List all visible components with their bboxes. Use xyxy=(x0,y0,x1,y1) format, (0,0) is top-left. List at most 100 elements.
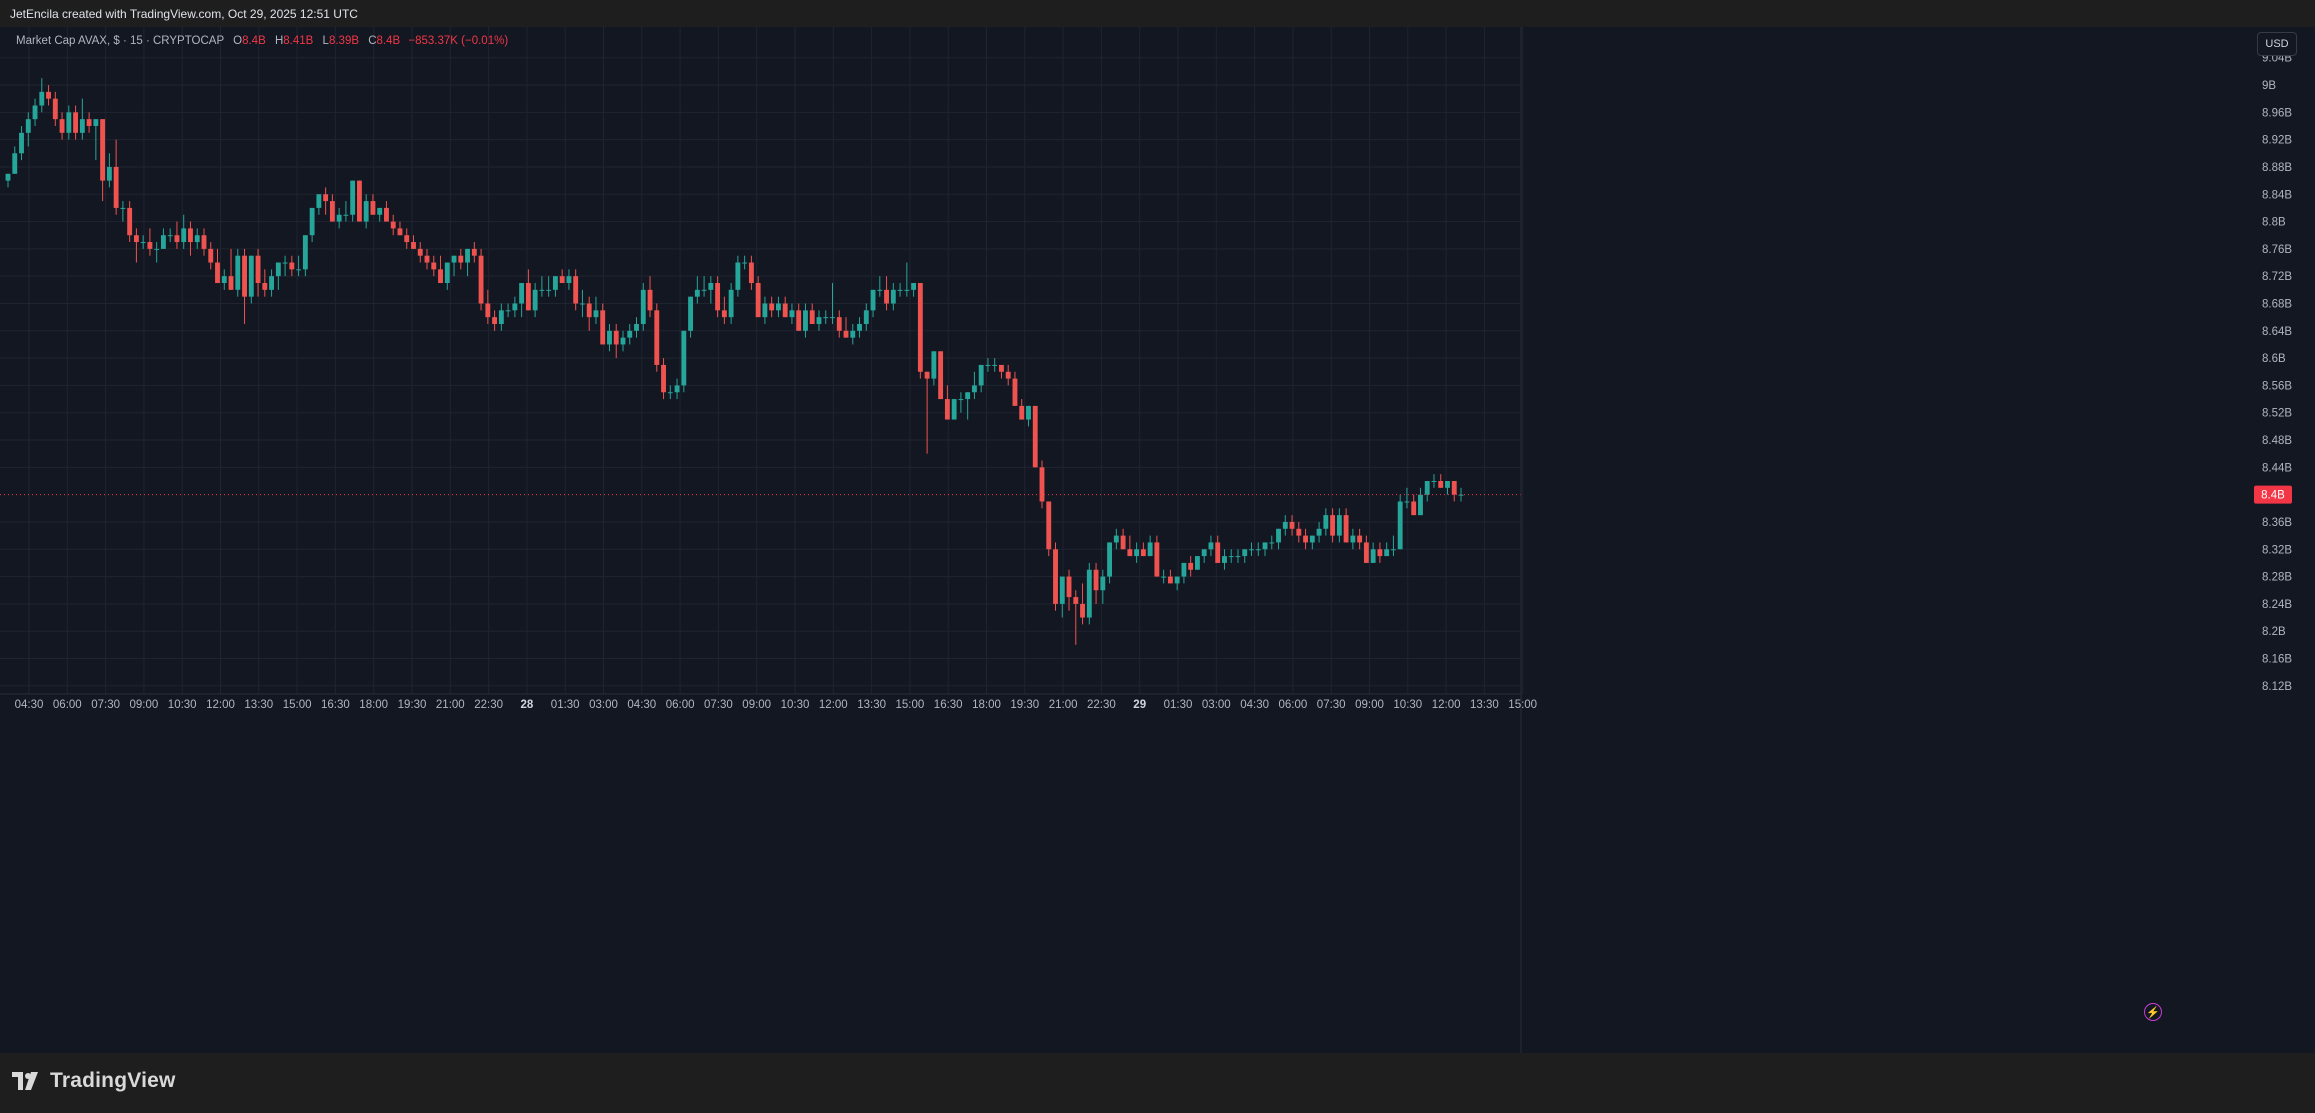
candle-body xyxy=(458,255,464,263)
candle xyxy=(1066,569,1072,611)
candle-body xyxy=(836,317,842,331)
candle xyxy=(471,242,477,263)
candle-body xyxy=(1140,549,1146,557)
candle-body xyxy=(688,296,694,331)
current-price-label: 8.4B xyxy=(2261,490,2285,502)
candle xyxy=(607,323,612,352)
candle xyxy=(255,248,261,297)
candle-body xyxy=(215,262,220,284)
candle-body xyxy=(208,248,214,263)
candle-body xyxy=(1188,562,1194,570)
candle xyxy=(1005,364,1011,386)
candle xyxy=(1350,528,1356,550)
chart-area[interactable]: 8.4B 9.04B 9B 8.96B 8.92B 8.88B 8.84B 8.8B 8.76… xyxy=(0,27,2315,1053)
candle-body xyxy=(1438,480,1444,488)
currency-button[interactable]: USD xyxy=(2257,32,2297,56)
candle-body xyxy=(161,235,166,249)
candle xyxy=(120,201,126,222)
candle xyxy=(12,146,18,174)
candle-body xyxy=(140,242,146,244)
candle-body xyxy=(897,289,903,291)
candle-body xyxy=(917,283,923,372)
candle-body xyxy=(728,289,734,318)
candle-body xyxy=(1107,542,1113,577)
candle xyxy=(1046,501,1052,557)
candle xyxy=(958,392,964,413)
candle xyxy=(944,385,950,420)
candle-body xyxy=(1424,480,1430,495)
time-tick-label: 01:30 xyxy=(1164,699,1193,711)
tradingview-logo[interactable]: TradingView xyxy=(12,1069,176,1093)
candlestick-chart[interactable]: 8.4B 9.04B9B8.96B8.92B8.88B8.84B8.8B8.76… xyxy=(0,27,2315,1053)
candle-body xyxy=(715,283,721,311)
candle xyxy=(573,269,579,311)
time-tick-label: 04:30 xyxy=(1240,699,1269,711)
candle xyxy=(911,283,917,297)
candle xyxy=(1445,480,1450,495)
lightning-icon[interactable]: ⚡ xyxy=(2144,1003,2162,1021)
candle xyxy=(1167,569,1173,584)
candle xyxy=(1390,535,1396,557)
candle-body xyxy=(978,364,984,386)
candle-body xyxy=(498,310,504,324)
candle-body xyxy=(465,248,470,263)
candle-body xyxy=(167,235,173,237)
candle xyxy=(593,296,599,324)
candle-body xyxy=(674,385,680,393)
time-tick-label: 03:00 xyxy=(1202,699,1231,711)
candle-body xyxy=(1059,576,1065,604)
candle xyxy=(431,255,437,277)
candle-body xyxy=(309,207,315,236)
time-tick-label: 18:00 xyxy=(972,699,1001,711)
candle xyxy=(1438,474,1444,488)
candle-body xyxy=(1296,528,1302,536)
time-tick-label: 18:00 xyxy=(359,699,388,711)
candle xyxy=(857,317,862,338)
candle xyxy=(850,323,856,345)
candle-body xyxy=(796,310,802,331)
candle-body xyxy=(1208,542,1214,550)
candle xyxy=(296,255,302,277)
candle-body xyxy=(1019,405,1025,420)
candle xyxy=(228,248,234,290)
current-price-badge xyxy=(2254,485,2292,504)
candle-body xyxy=(505,310,511,312)
candle-body xyxy=(620,337,626,345)
candle-body xyxy=(1445,480,1450,488)
candle-body xyxy=(1086,569,1092,618)
time-tick-label: 15:00 xyxy=(896,699,925,711)
candle-body xyxy=(39,91,45,106)
candle xyxy=(79,98,85,140)
candle xyxy=(803,303,808,338)
legend-high-label: H xyxy=(274,35,284,47)
candle-body xyxy=(174,235,180,243)
candle-body xyxy=(1154,542,1160,577)
price-tick-label: 8.72B xyxy=(2262,271,2292,283)
time-tick-label: 06:00 xyxy=(1279,699,1308,711)
candle xyxy=(32,98,38,126)
candle xyxy=(1026,405,1031,427)
brand-name: TradingView xyxy=(50,1069,176,1092)
candle-body xyxy=(600,310,606,345)
candle xyxy=(1181,562,1187,584)
candle xyxy=(661,358,666,400)
candle-body xyxy=(681,330,687,386)
candle-body xyxy=(965,392,971,400)
candle xyxy=(1120,528,1126,550)
candle xyxy=(877,276,883,297)
candle-body xyxy=(884,289,889,304)
time-tick-label: 07:30 xyxy=(91,699,120,711)
candle-body xyxy=(127,207,133,236)
time-tick-label: 10:30 xyxy=(1393,699,1422,711)
attribution-bar: JetEncila created with TradingView.com, … xyxy=(0,0,2315,27)
candle xyxy=(1424,480,1430,502)
candle-body xyxy=(350,180,356,215)
candle xyxy=(674,378,680,400)
candle xyxy=(411,235,416,249)
candle-body xyxy=(721,310,727,318)
candle xyxy=(1262,542,1268,557)
legend-close-label: C xyxy=(368,35,377,47)
time-tick-label: 15:00 xyxy=(1508,699,1537,711)
chart-grid xyxy=(0,27,1524,694)
candle-body xyxy=(147,242,153,249)
